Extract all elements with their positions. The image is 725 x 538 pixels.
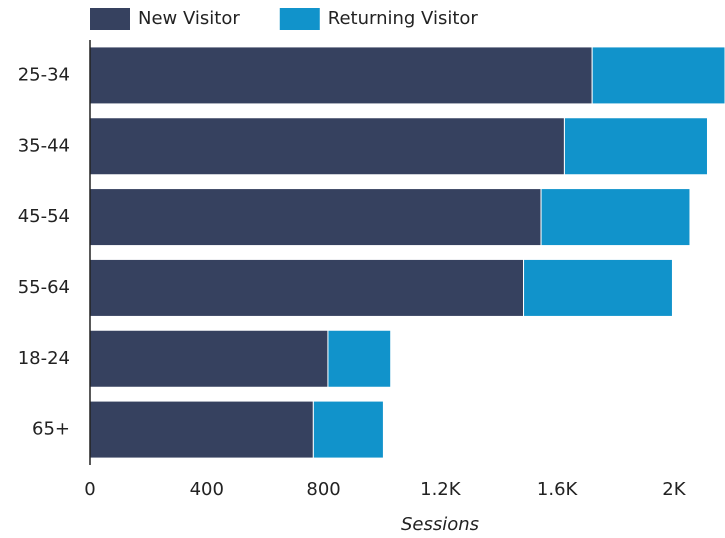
bar-segment bbox=[563, 117, 708, 176]
bar-segment bbox=[89, 400, 314, 459]
bar-segment bbox=[591, 46, 725, 105]
bar-segment bbox=[312, 400, 384, 459]
x-tick-label: 0 bbox=[84, 479, 95, 500]
legend-swatch bbox=[279, 8, 320, 30]
x-tick-label: 800 bbox=[306, 479, 340, 500]
bar-segment bbox=[523, 258, 673, 317]
x-tick-label: 1.6K bbox=[537, 479, 579, 500]
legend-label: Returning Visitor bbox=[328, 8, 479, 29]
x-tick-label: 400 bbox=[190, 479, 224, 500]
y-tick-label: 65+ bbox=[32, 419, 70, 440]
x-axis-label: Sessions bbox=[401, 514, 479, 535]
legend-swatch bbox=[90, 8, 130, 30]
bar-segment bbox=[327, 329, 392, 388]
legend-label: New Visitor bbox=[138, 8, 240, 29]
y-tick-label: 55-64 bbox=[18, 277, 70, 298]
bar-segment bbox=[89, 258, 525, 317]
bar-segment bbox=[540, 188, 691, 247]
y-tick-label: 18-24 bbox=[18, 348, 70, 369]
y-tick-label: 25-34 bbox=[18, 64, 70, 85]
x-tick-label: 1.2K bbox=[420, 479, 462, 500]
y-tick-label: 35-44 bbox=[18, 135, 70, 156]
bar-segment bbox=[89, 329, 329, 388]
y-tick-label: 45-54 bbox=[18, 206, 70, 227]
bar-segment bbox=[89, 188, 542, 247]
bar-segment bbox=[89, 117, 565, 176]
x-tick-label: 2K bbox=[662, 479, 686, 500]
bar-segment bbox=[89, 46, 593, 105]
